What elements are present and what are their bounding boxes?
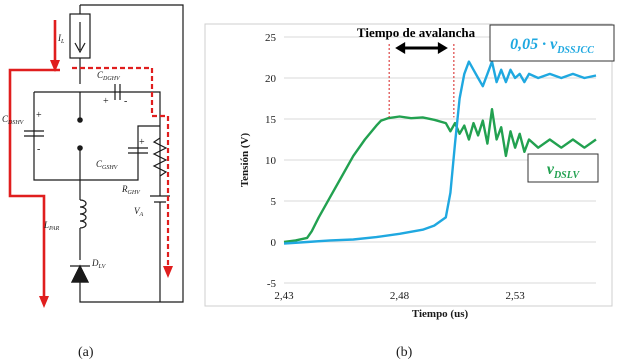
capacitor-cdghv [114,84,121,100]
polarity-plus-cdshv: + [36,110,42,121]
label-cdshv: CDSHV [2,114,25,126]
label-lpar: LPAR [43,220,60,232]
legend-box [489,24,615,62]
label-dlv: DLV [91,258,107,270]
diode-dlv-body [71,264,89,283]
series-line-dslv [283,107,597,244]
polarity-minus-cdghv: - [124,96,127,107]
current-source-arrow [74,22,86,54]
legend-label: vDSLV [547,161,581,181]
label-va: VA [134,206,144,218]
waveform-chart: 25 20 15 10 5 0 -52,43 2,48 2,53 Tiempo (us) Tensi… [239,24,615,320]
y-axis-title: Tensión (V) [239,133,251,188]
label-cgshv: CGSHV [96,159,119,171]
polarity-minus-cdshv: - [37,144,40,155]
x-tick-label: 2,48 [390,290,410,302]
label-il: IL [57,33,65,45]
caption-b: (b) [396,345,413,360]
current-path-dashed-arrow [163,266,173,278]
inductor-lpar [79,199,87,260]
y-tick-label: 20 [265,73,277,85]
capacitor-cgshv [128,147,148,154]
x-axis-title: Tiempo (us) [412,308,469,320]
polarity-plus-cgshv: + [139,137,145,148]
avalanche-arrow-head-right [437,42,448,54]
caption-a: (a) [78,345,94,360]
current-path-solid [8,20,60,300]
y-tick-label: -5 [267,278,277,290]
label-cdghv: CDGHV [97,70,121,82]
legend-box [527,153,599,183]
contact-bottom [77,145,83,151]
circuit-schematic [24,4,184,303]
avalanche-arrow-head-left [395,42,406,54]
polarity-plus-cdghv: + [103,96,109,107]
y-tick-label: 10 [265,155,277,167]
contact-top [77,117,83,123]
resistor-rghv [152,137,168,177]
x-tick-label: 2,43 [274,290,294,302]
battery-va [150,180,170,302]
current-path-dashed [72,66,170,270]
current-path-solid-arrow-top [50,60,60,72]
cdshv-branch [33,92,80,181]
x-tick-label: 2,53 [505,290,525,302]
capacitor-cdshv [24,130,44,137]
y-tick-label: 5 [271,196,277,208]
avalanche-label: Tiempo de avalancha [357,25,476,40]
supply-wire [80,4,184,303]
y-tick-label: 15 [265,114,277,126]
current-path-solid-arrow-bottom [39,296,49,308]
legend-label: 0,05 · vDSSJCC [510,36,594,56]
series-line-dssjcc [283,60,597,245]
y-tick-label: 25 [265,32,277,44]
label-rghv: RGHV [121,184,141,196]
diode-dlv [70,264,160,303]
y-tick-label: 0 [271,237,277,249]
